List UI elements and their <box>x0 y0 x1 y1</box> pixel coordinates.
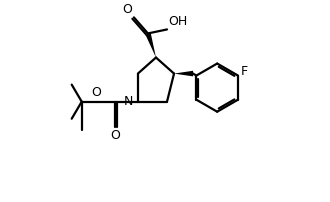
Text: N: N <box>123 95 133 108</box>
Polygon shape <box>174 71 193 76</box>
Text: F: F <box>241 65 248 78</box>
Text: O: O <box>91 86 101 99</box>
Text: O: O <box>110 129 120 142</box>
Polygon shape <box>145 33 156 58</box>
Text: O: O <box>122 3 132 16</box>
Text: OH: OH <box>168 15 187 28</box>
